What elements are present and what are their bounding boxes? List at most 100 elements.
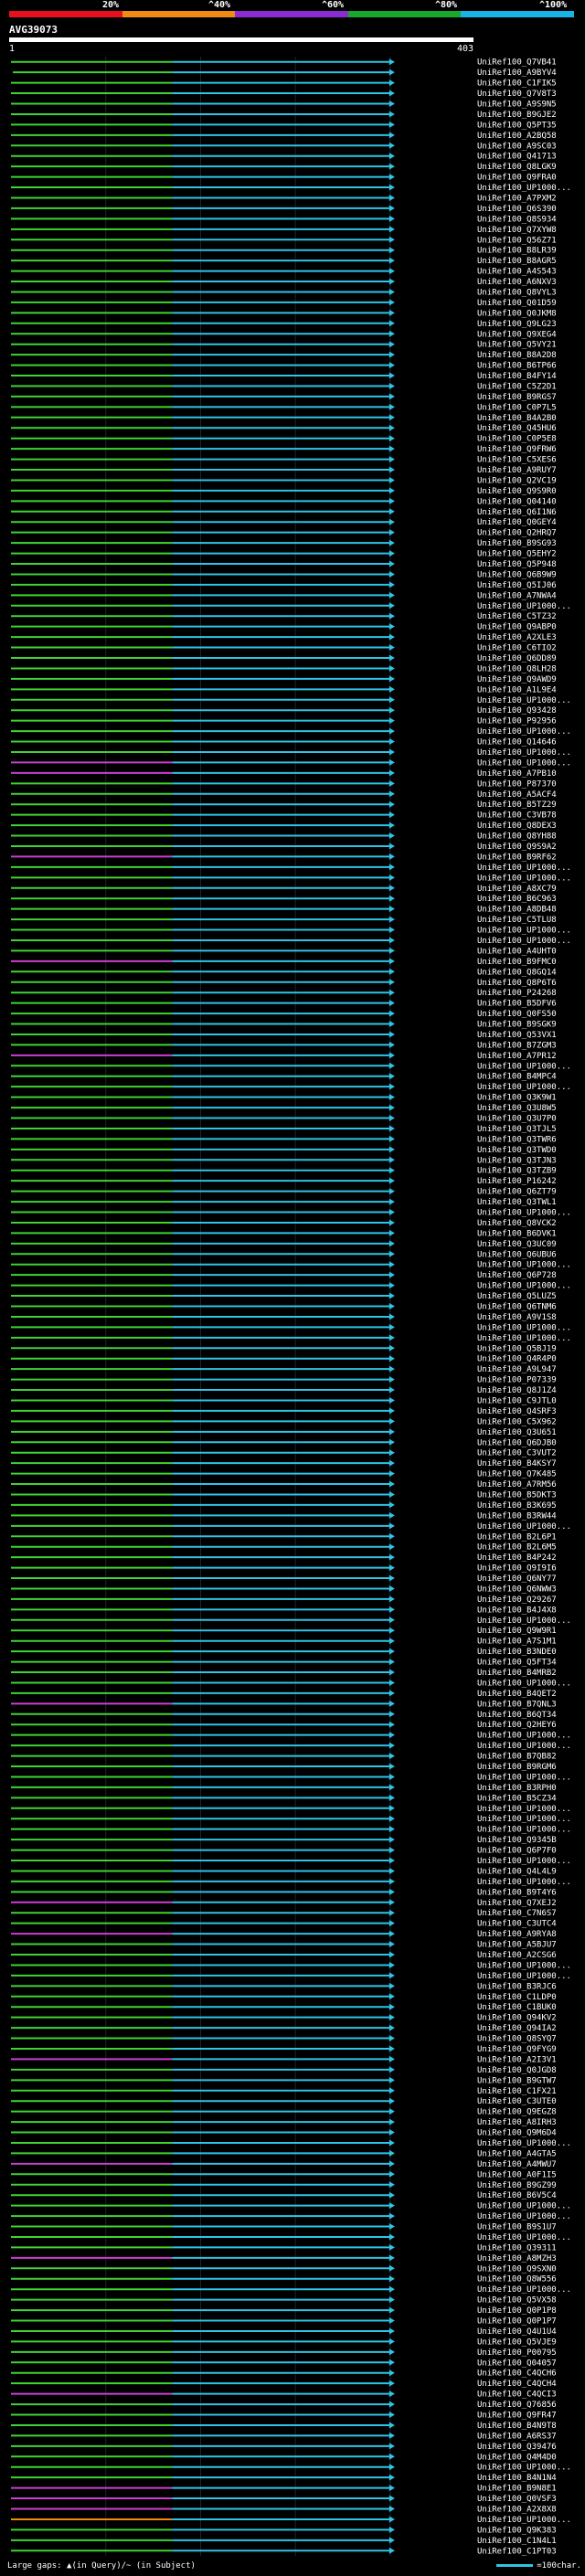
hit-label[interactable]: UniRef100_Q9XEG4 (477, 330, 557, 339)
hit-row[interactable]: UniRef100_Q4R4P0 (11, 1355, 557, 1364)
hit-row[interactable]: UniRef100_B3RJC6 (11, 1982, 557, 1991)
hit-row[interactable]: UniRef100_B9FMC0 (11, 958, 557, 967)
hit-row[interactable]: UniRef100_Q3U651 (11, 1428, 557, 1437)
hit-label[interactable]: UniRef100_C1FX21 (477, 2087, 557, 2096)
hit-row[interactable]: UniRef100_C3UTC4 (11, 1920, 557, 1929)
hit-row[interactable]: UniRef100_Q29267 (11, 1595, 557, 1605)
hit-row[interactable]: UniRef100_P16242 (11, 1177, 557, 1186)
hit-label[interactable]: UniRef100_Q3U651 (477, 1428, 557, 1437)
hit-label[interactable]: UniRef100_C1BUK0 (477, 2003, 557, 2012)
hit-label[interactable]: UniRef100_B9RGM6 (477, 1763, 557, 1772)
hit-row[interactable]: UniRef100_Q9M6D4 (11, 2129, 557, 2138)
hit-label[interactable]: UniRef100_Q3TWL1 (477, 1198, 557, 1207)
hit-row[interactable]: UniRef100_C1BUK0 (11, 2003, 557, 2012)
hit-label[interactable]: UniRef100_Q9EGZ8 (477, 2108, 557, 2117)
hit-row[interactable]: UniRef100_UP1000... (11, 864, 571, 873)
hit-row[interactable]: UniRef100_A8DB48 (11, 906, 557, 915)
hit-label[interactable]: UniRef100_A2XLE3 (477, 633, 557, 642)
hit-row[interactable]: UniRef100_P00795 (11, 2348, 557, 2358)
hit-row[interactable]: UniRef100_B9RGM6 (11, 1763, 557, 1772)
hit-row[interactable]: UniRef100_Q4SRF3 (11, 1407, 557, 1416)
hit-label[interactable]: UniRef100_Q8YH88 (477, 832, 557, 842)
hit-row[interactable]: UniRef100_Q6ZT79 (11, 1188, 557, 1197)
hit-row[interactable]: UniRef100_B6QT34 (11, 1711, 557, 1720)
hit-label[interactable]: UniRef100_P16242 (477, 1177, 557, 1186)
hit-row[interactable]: UniRef100_C4QCH4 (11, 2380, 557, 2389)
hit-row[interactable]: UniRef100_Q5LUZ5 (11, 1292, 557, 1301)
hit-label[interactable]: UniRef100_UP1000... (477, 1083, 571, 1092)
hit-row[interactable]: UniRef100_Q39311 (11, 2243, 557, 2253)
hit-label[interactable]: UniRef100_Q0VSF3 (477, 2495, 557, 2504)
hit-row[interactable]: UniRef100_Q6B9W9 (11, 570, 557, 579)
hit-label[interactable]: UniRef100_UP1000... (477, 874, 571, 883)
hit-row[interactable]: UniRef100_A6RS37 (11, 2432, 557, 2441)
hit-row[interactable]: UniRef100_B9S1U7 (11, 2223, 557, 2232)
hit-row[interactable]: UniRef100_Q7XEJ2 (11, 1899, 557, 1908)
hit-row[interactable]: UniRef100_Q9LG23 (11, 320, 557, 329)
hit-label[interactable]: UniRef100_UP1000... (477, 1261, 571, 1270)
hit-label[interactable]: UniRef100_Q93428 (477, 706, 557, 716)
hit-label[interactable]: UniRef100_Q6P7F0 (477, 1847, 557, 1856)
hit-row[interactable]: UniRef100_Q6UBU6 (11, 1250, 557, 1259)
hit-row[interactable]: UniRef100_Q2HEY6 (11, 1721, 557, 1730)
hit-row[interactable]: UniRef100_Q0FS50 (11, 1010, 557, 1019)
hit-label[interactable]: UniRef100_C3VUT2 (477, 1449, 557, 1458)
hit-label[interactable]: UniRef100_Q2VC19 (477, 476, 557, 485)
hit-label[interactable]: UniRef100_C4QCI3 (477, 2390, 557, 2400)
hit-label[interactable]: UniRef100_Q94KV2 (477, 2014, 557, 2023)
hit-row[interactable]: UniRef100_A5ACF4 (11, 790, 557, 800)
hit-label[interactable]: UniRef100_Q0FS50 (477, 1010, 557, 1019)
hit-label[interactable]: UniRef100_Q3TJN3 (477, 1156, 557, 1165)
hit-label[interactable]: UniRef100_Q5VY21 (477, 341, 557, 350)
hit-row[interactable]: UniRef100_A7NWA4 (11, 591, 557, 600)
hit-label[interactable]: UniRef100_UP1000... (477, 2212, 571, 2221)
hit-row[interactable]: UniRef100_B5TZ29 (11, 800, 557, 810)
hit-row[interactable]: UniRef100_Q6DD89 (11, 654, 557, 663)
hit-row[interactable]: UniRef100_Q5BJ19 (11, 1344, 557, 1353)
hit-row[interactable]: UniRef100_B9SGK9 (11, 1021, 557, 1030)
hit-label[interactable]: UniRef100_B3RPH0 (477, 1784, 557, 1793)
hit-row[interactable]: UniRef100_Q7XYW8 (11, 226, 557, 235)
hit-label[interactable]: UniRef100_C1LDP0 (477, 1993, 557, 2002)
hit-label[interactable]: UniRef100_B2L6M5 (477, 1543, 557, 1553)
hit-label[interactable]: UniRef100_A4S543 (477, 268, 557, 277)
hit-label[interactable]: UniRef100_B3NDE0 (477, 1648, 557, 1657)
hit-row[interactable]: UniRef100_Q3K9W1 (11, 1094, 557, 1103)
hit-label[interactable]: UniRef100_UP1000... (477, 2285, 571, 2295)
hit-label[interactable]: UniRef100_B4N9T8 (477, 2422, 557, 2431)
hit-label[interactable]: UniRef100_UP1000... (477, 1742, 571, 1751)
hit-label[interactable]: UniRef100_B4A2B0 (477, 414, 557, 423)
hit-row[interactable]: UniRef100_UP1000... (11, 1732, 571, 1741)
hit-row[interactable]: UniRef100_A8MZH3 (11, 2254, 557, 2263)
hit-row[interactable]: UniRef100_B7QNL3 (11, 1700, 557, 1709)
hit-row[interactable]: UniRef100_A9SC03 (11, 142, 557, 151)
hit-label[interactable]: UniRef100_Q41713 (477, 153, 557, 162)
hit-row[interactable]: UniRef100_Q8S934 (11, 215, 557, 224)
hit-row[interactable]: UniRef100_Q14646 (11, 738, 557, 747)
hit-label[interactable]: UniRef100_Q4SRF3 (477, 1407, 557, 1416)
hit-label[interactable]: UniRef100_Q8VCK2 (477, 1219, 557, 1228)
hit-label[interactable]: UniRef100_Q8J1Z4 (477, 1386, 557, 1395)
hit-row[interactable]: UniRef100_Q56Z71 (11, 236, 557, 245)
hit-row[interactable]: UniRef100_Q9AWD9 (11, 675, 557, 684)
hit-label[interactable]: UniRef100_A7NWA4 (477, 591, 557, 600)
hit-label[interactable]: UniRef100_B4MPC4 (477, 1073, 557, 1082)
hit-row[interactable]: UniRef100_UP1000... (11, 696, 571, 705)
hit-label[interactable]: UniRef100_Q5IJ06 (477, 581, 557, 590)
hit-label[interactable]: UniRef100_B4N1N4 (477, 2474, 557, 2483)
hit-row[interactable]: UniRef100_B5DKT3 (11, 1490, 557, 1500)
hit-row[interactable]: UniRef100_B6V5C4 (11, 2191, 557, 2200)
hit-label[interactable]: UniRef100_UP1000... (477, 184, 571, 193)
hit-row[interactable]: UniRef100_UP1000... (11, 874, 571, 883)
hit-label[interactable]: UniRef100_B5DKT3 (477, 1490, 557, 1500)
hit-row[interactable]: UniRef100_UP1000... (11, 2139, 571, 2148)
hit-label[interactable]: UniRef100_UP1000... (477, 1805, 571, 1814)
hit-row[interactable]: UniRef100_Q6NY77 (11, 1574, 557, 1584)
hit-row[interactable]: UniRef100_A4MWU7 (11, 2160, 557, 2169)
hit-row[interactable]: UniRef100_A2X8X8 (11, 2506, 557, 2515)
hit-label[interactable]: UniRef100_UP1000... (477, 1773, 571, 1782)
hit-row[interactable]: UniRef100_B7QB82 (11, 1753, 557, 1762)
hit-row[interactable]: UniRef100_B4P242 (11, 1553, 557, 1563)
hit-label[interactable]: UniRef100_B8A2D8 (477, 351, 557, 360)
hit-label[interactable]: UniRef100_Q8DEX3 (477, 822, 557, 831)
